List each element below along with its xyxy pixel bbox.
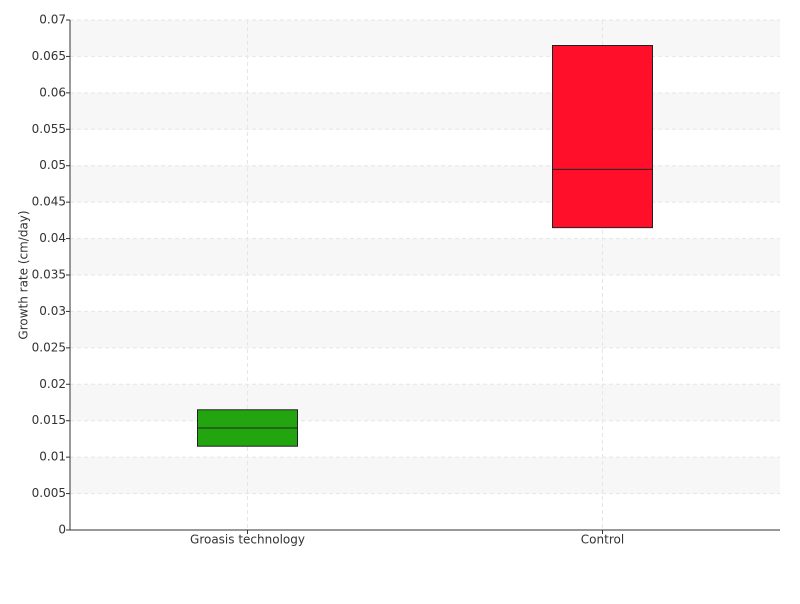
y-tick-label: 0.02 xyxy=(39,377,66,391)
y-tick-label: 0.045 xyxy=(32,195,66,209)
y-tick-label: 0.06 xyxy=(39,85,66,99)
y-tick-label: 0.035 xyxy=(32,268,66,282)
grid-band xyxy=(70,238,780,275)
x-tick-label: Control xyxy=(581,533,624,547)
grid-band xyxy=(70,92,780,130)
box xyxy=(552,45,653,229)
y-tick-label: 0.03 xyxy=(39,304,66,318)
y-tick-label: 0.05 xyxy=(39,158,66,172)
y-tick-label: 0.01 xyxy=(39,450,66,464)
y-tick-label: 0.04 xyxy=(39,231,66,245)
y-tick-label: 0.025 xyxy=(32,340,66,354)
y-tick-label: 0.015 xyxy=(32,413,66,427)
y-tick-label: 0.005 xyxy=(32,486,66,500)
grid-band xyxy=(70,311,780,348)
y-axis-label: Growth rate (cm/day) xyxy=(17,210,31,339)
x-tick-label: Groasis technology xyxy=(190,533,305,547)
grid-band xyxy=(70,457,780,494)
y-tick-label: 0 xyxy=(58,523,66,537)
y-tick-label: 0.065 xyxy=(32,49,66,63)
grid-band xyxy=(70,20,780,57)
grid-band xyxy=(70,165,780,203)
grid-band xyxy=(70,384,780,421)
y-tick-label: 0.055 xyxy=(32,122,66,136)
y-tick-label: 0.07 xyxy=(39,13,66,27)
